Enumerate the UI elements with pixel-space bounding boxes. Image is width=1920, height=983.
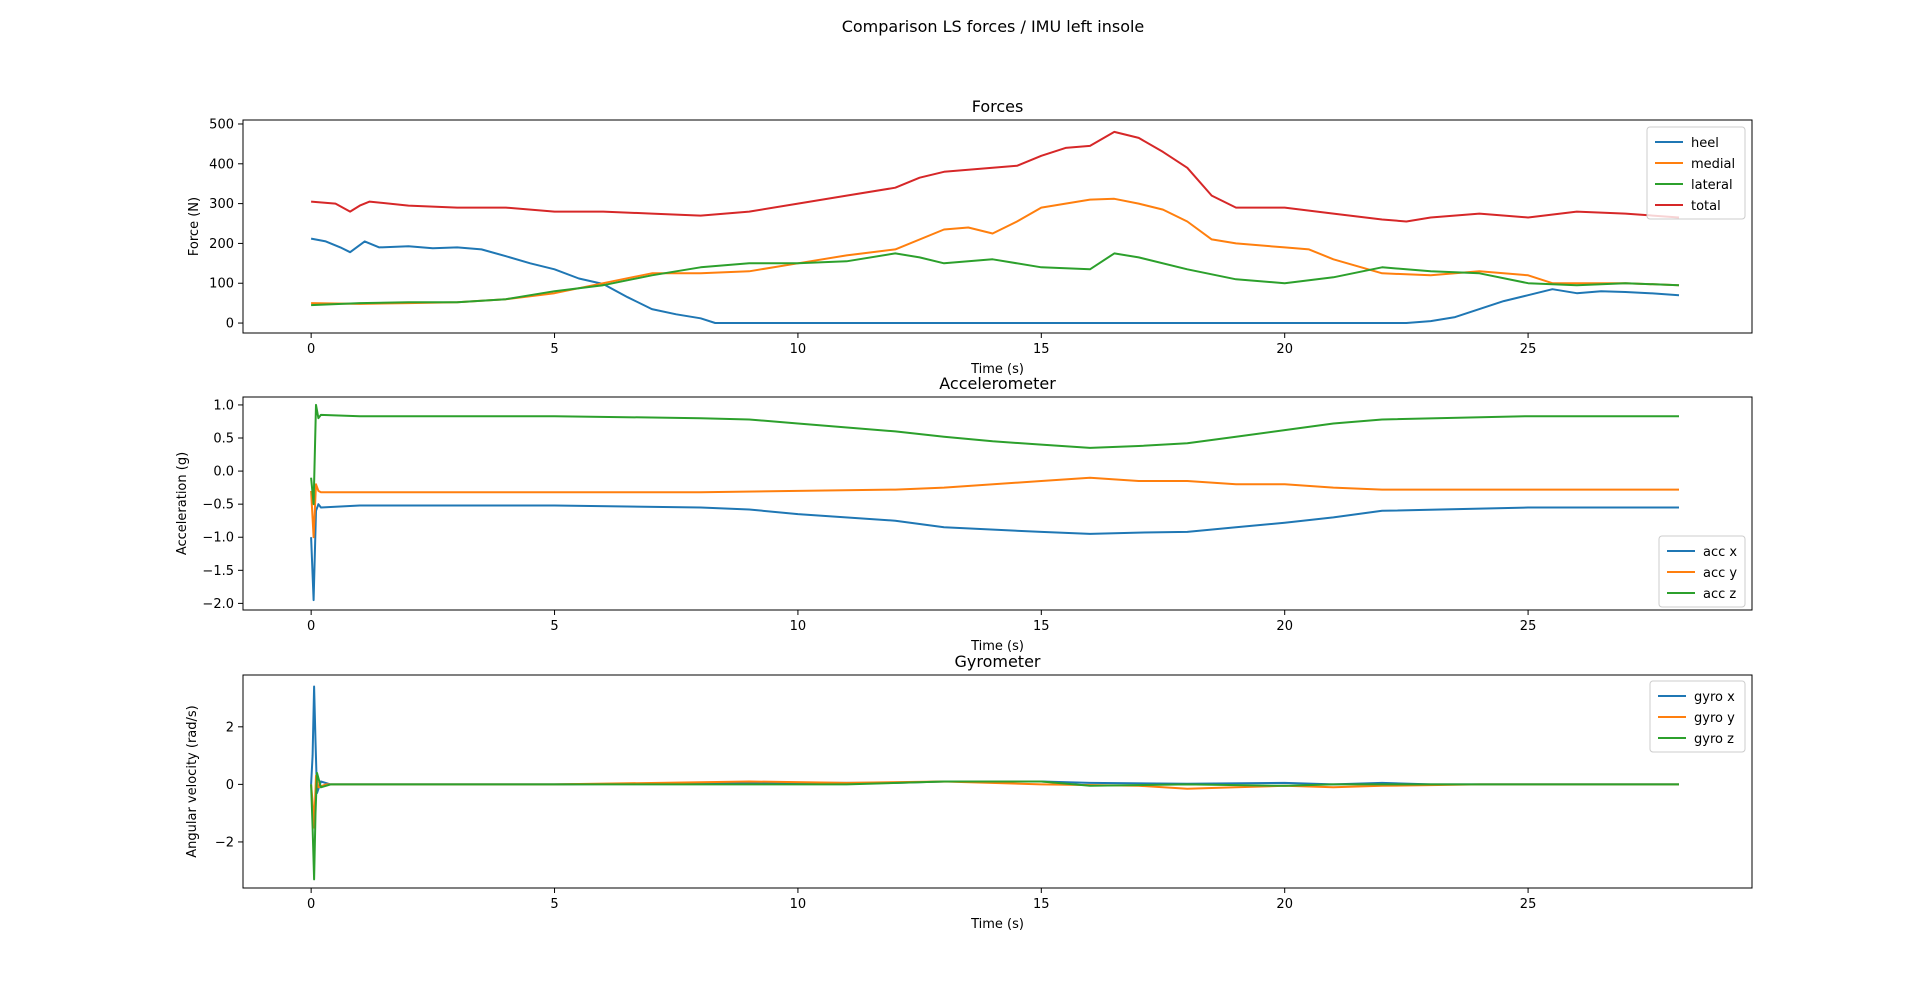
x-axis-label: Time (s) bbox=[970, 639, 1024, 654]
subplot-1: Accelerometer 0 5 10 15 20 25 −2.0 −1.5 −1.0 −0.5 0… bbox=[175, 374, 1753, 654]
y-tick-label: −0.5 bbox=[202, 498, 234, 513]
x-tick-label: 25 bbox=[1520, 342, 1537, 357]
legend: heel medial lateral total bbox=[1646, 126, 1746, 220]
y-tick-label: 300 bbox=[209, 197, 234, 212]
y-tick-label: 200 bbox=[209, 237, 234, 252]
legend-label: total bbox=[1691, 199, 1721, 214]
y-tick-label: 400 bbox=[209, 157, 234, 172]
y-tick-label: −1.0 bbox=[202, 531, 234, 546]
legend-box bbox=[1649, 680, 1746, 753]
y-tick-label: 0 bbox=[226, 778, 234, 793]
x-tick-label: 20 bbox=[1276, 897, 1293, 912]
y-axis-label: Force (N) bbox=[187, 197, 202, 256]
subplot-title: Forces bbox=[972, 97, 1024, 116]
x-tick-label: 10 bbox=[790, 619, 807, 634]
y-axis-label: Angular velocity (rad/s) bbox=[185, 705, 200, 857]
y-tick-label: −2 bbox=[215, 835, 234, 850]
series-line-total bbox=[311, 130, 1680, 223]
legend-label: acc z bbox=[1703, 587, 1736, 602]
x-tick-label: 5 bbox=[550, 342, 558, 357]
y-tick-label: −2.0 bbox=[202, 597, 234, 612]
x-axis-label: Time (s) bbox=[970, 917, 1024, 932]
x-tick-label: 15 bbox=[1033, 342, 1050, 357]
y-tick-label: 100 bbox=[209, 277, 234, 292]
x-tick-label: 5 bbox=[550, 619, 558, 634]
subplot-0: Forces 0 5 10 15 20 25 0 100 200 300 400 500 Time (s)… bbox=[187, 97, 1753, 377]
x-tick-label: 25 bbox=[1520, 897, 1537, 912]
series-line-lateral bbox=[311, 252, 1680, 307]
subplot-2: Gyrometer 0 5 10 15 20 25 −2 0 2 Time (s) Angular v… bbox=[185, 652, 1753, 932]
x-tick-label: 10 bbox=[790, 342, 807, 357]
subplot-title: Accelerometer bbox=[939, 374, 1056, 393]
axes-frame bbox=[242, 119, 1753, 334]
x-tick-label: 20 bbox=[1276, 619, 1293, 634]
legend-label: acc x bbox=[1703, 545, 1737, 560]
x-tick-label: 10 bbox=[790, 897, 807, 912]
series-line-acc-y bbox=[310, 476, 1679, 539]
legend-box bbox=[1646, 126, 1746, 220]
legend-box bbox=[1658, 535, 1746, 608]
axes-frame bbox=[242, 674, 1753, 889]
subplot-title: Gyrometer bbox=[954, 652, 1040, 671]
y-tick-label: 1.0 bbox=[213, 398, 234, 413]
x-tick-label: 5 bbox=[550, 897, 558, 912]
legend-label: gyro z bbox=[1694, 732, 1734, 747]
legend: acc x acc y acc z bbox=[1658, 535, 1746, 608]
figure-title: Comparison LS forces / IMU left insole bbox=[842, 17, 1145, 36]
y-tick-label: 500 bbox=[209, 117, 234, 132]
legend-label: acc y bbox=[1703, 566, 1737, 581]
x-tick-label: 15 bbox=[1033, 897, 1050, 912]
y-tick-label: 2 bbox=[226, 720, 234, 735]
legend-label: gyro x bbox=[1694, 690, 1735, 705]
legend-label: medial bbox=[1691, 157, 1735, 172]
x-tick-label: 25 bbox=[1520, 619, 1537, 634]
y-tick-label: −1.5 bbox=[202, 564, 234, 579]
y-tick-label: 0 bbox=[226, 317, 234, 332]
axes-frame bbox=[242, 396, 1753, 611]
series-line-heel bbox=[310, 237, 1680, 324]
x-tick-label: 20 bbox=[1276, 342, 1293, 357]
legend-label: heel bbox=[1691, 136, 1719, 151]
y-tick-label: 0.0 bbox=[213, 465, 234, 480]
x-tick-label: 15 bbox=[1033, 619, 1050, 634]
series-line-gyro-z bbox=[310, 771, 1679, 881]
legend-label: gyro y bbox=[1694, 711, 1735, 726]
legend: gyro x gyro y gyro z bbox=[1649, 680, 1746, 753]
series-line-acc-x bbox=[310, 503, 1679, 602]
series-line-medial bbox=[311, 197, 1680, 305]
series-line-acc-z bbox=[310, 403, 1679, 506]
x-tick-label: 0 bbox=[307, 619, 315, 634]
x-tick-label: 0 bbox=[307, 342, 315, 357]
y-axis-label: Acceleration (g) bbox=[175, 452, 190, 555]
y-tick-label: 0.5 bbox=[213, 432, 234, 447]
x-tick-label: 0 bbox=[307, 897, 315, 912]
x-axis-label: Time (s) bbox=[970, 362, 1024, 377]
legend-label: lateral bbox=[1691, 178, 1733, 193]
